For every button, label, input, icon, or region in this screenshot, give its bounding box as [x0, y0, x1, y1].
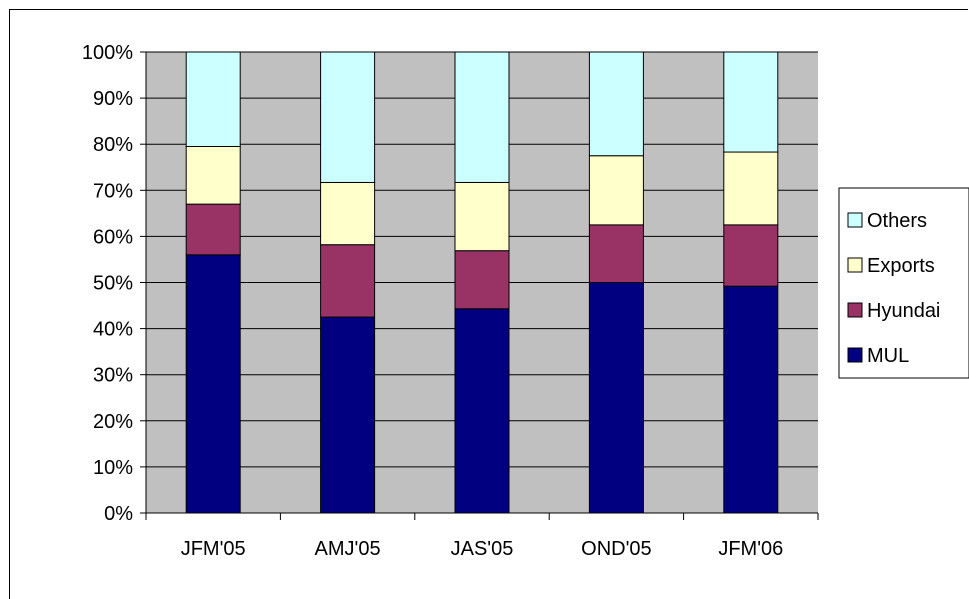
bar-segment-hyundai [588, 224, 644, 283]
axes [140, 51, 819, 520]
y-tick-label: 30% [93, 365, 133, 387]
bar-segment-exports [185, 146, 241, 205]
y-tick-label: 80% [93, 134, 133, 156]
bar-segment-mul [588, 282, 644, 514]
bar-segment-others [320, 51, 376, 183]
legend-swatch-others [847, 212, 863, 228]
y-tick-label: 70% [93, 180, 133, 202]
bar-segment-others [723, 51, 779, 153]
x-category-label: OND'05 [581, 538, 652, 560]
bar-segment-exports [588, 155, 644, 226]
chart-frame [9, 9, 968, 599]
x-category-label: JFM'06 [718, 538, 783, 560]
y-tick-label: 60% [93, 226, 133, 248]
legend-label-mul: MUL [867, 345, 909, 367]
legend: Others Exports Hyundai MUL [838, 187, 969, 379]
bars [185, 51, 779, 514]
y-tick-label: 0% [104, 503, 133, 525]
bar-segment-others [454, 51, 510, 183]
legend-label-others: Others [867, 210, 927, 232]
bar-segment-mul [454, 308, 510, 514]
bar-segment-hyundai [723, 224, 779, 287]
y-tick-label: 50% [93, 273, 133, 295]
bar-segment-hyundai [185, 203, 241, 256]
y-tick-label: 20% [93, 411, 133, 433]
x-category-labels: JFM'05 AMJ'05 JAS'05 OND'05 JFM'06 [181, 538, 784, 560]
bar-segment-others [185, 51, 241, 148]
y-tick-label: 10% [93, 457, 133, 479]
bar-segment-hyundai [320, 244, 376, 318]
legend-label-exports: Exports [867, 255, 935, 277]
x-category-label: JAS'05 [451, 538, 514, 560]
bar-segment-mul [723, 285, 779, 514]
bar-segment-exports [320, 181, 376, 246]
bar-segment-mul [320, 316, 376, 514]
y-tick-label: 40% [93, 319, 133, 341]
y-tick-labels: 0% 10% 20% 30% 40% 50% 60% 70% 80% 90% 100% [82, 42, 133, 525]
bar-segment-exports [454, 181, 510, 252]
y-tick-label: 90% [93, 88, 133, 110]
y-tick-label: 100% [82, 42, 133, 64]
bar-segment-exports [723, 151, 779, 226]
bar-segment-hyundai [454, 250, 510, 310]
x-category-label: JFM'05 [181, 538, 246, 560]
legend-swatch-mul [847, 347, 863, 363]
x-category-label: AMJ'05 [315, 538, 381, 560]
legend-label-hyundai: Hyundai [867, 300, 940, 322]
bar-segment-mul [185, 254, 241, 514]
legend-swatch-hyundai [847, 302, 863, 318]
legend-swatch-exports [847, 257, 863, 273]
bar-segment-others [588, 51, 644, 157]
